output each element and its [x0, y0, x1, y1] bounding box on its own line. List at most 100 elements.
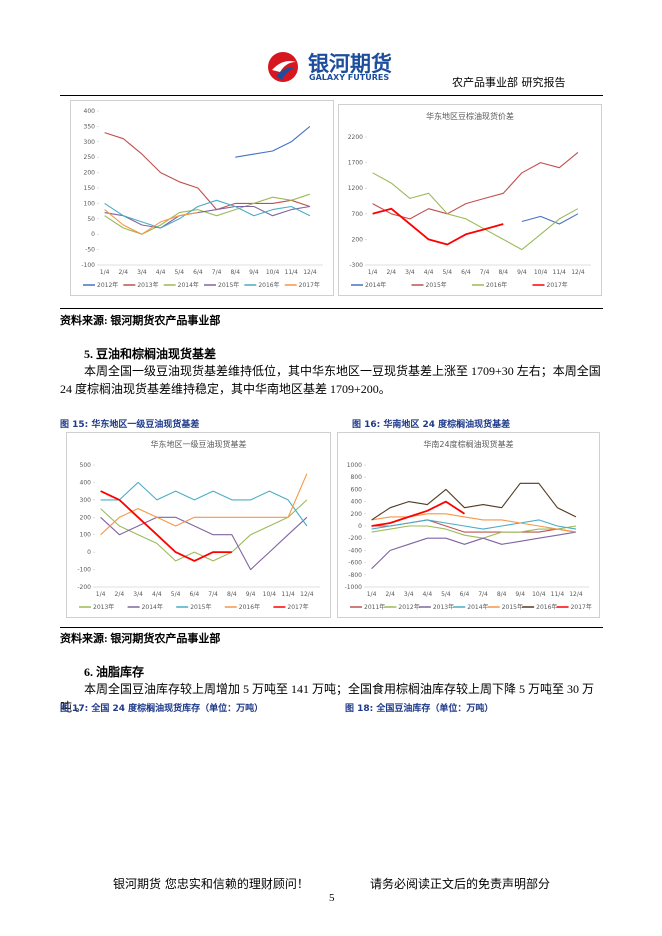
y-tick-label: 200	[84, 170, 96, 177]
legend-label: 2015年	[218, 281, 239, 289]
y-tick-label: 50	[87, 216, 95, 223]
x-tick-label: 5/4	[174, 269, 184, 276]
series-line	[521, 213, 579, 225]
x-tick-label: 11/4	[285, 269, 299, 276]
y-tick-label: -400	[348, 547, 362, 554]
legend-label: 2016年	[239, 603, 260, 611]
chart: 华东地区豆棕油现货价差 -300 200 700 1200 1700 2200 1/4 2/4 3…	[338, 104, 602, 296]
legend-label: 2012年	[398, 603, 419, 611]
y-tick-label: 0	[358, 523, 362, 530]
figure-caption: 图 17: 全国 24 度棕榈油现货库存（单位：万吨）	[60, 704, 264, 714]
series-line	[371, 482, 577, 521]
x-tick-label: 4/4	[152, 591, 162, 598]
x-tick-label: 6/4	[461, 269, 471, 276]
x-tick-label: 7/4	[478, 591, 488, 598]
figure-caption: 图 18: 全国豆油库存（单位：万吨）	[345, 704, 494, 714]
series-line	[371, 500, 465, 527]
x-tick-label: 10/4	[534, 269, 548, 276]
x-tick-label: 7/4	[480, 269, 490, 276]
x-tick-label: 3/4	[137, 269, 147, 276]
legend-label: 2012年	[97, 281, 118, 289]
legend-label: 2014年	[178, 281, 199, 289]
x-tick-label: 8/4	[497, 591, 507, 598]
paragraph: 本周全国豆油库存较上周增加 5 万吨至 141 万吨；全国食用棕榈油库存较上周下…	[60, 682, 595, 714]
x-tick-label: 1/4	[368, 269, 378, 276]
legend-label: 2013年	[433, 603, 454, 611]
legend-label: 2015年	[426, 281, 447, 289]
y-tick-label: 350	[84, 123, 96, 130]
x-tick-label: 10/4	[266, 269, 280, 276]
legend-label: 2011年	[364, 603, 385, 611]
legend-label: 2013年	[137, 281, 158, 289]
series-line	[372, 207, 504, 246]
x-tick-label: 7/4	[212, 269, 222, 276]
y-tick-label: 200	[352, 236, 364, 243]
series-line	[371, 531, 577, 570]
y-tick-label: 1000	[347, 462, 362, 469]
y-tick-label: -200	[348, 535, 362, 542]
chart-title: 华东地区豆棕油现货价差	[426, 111, 514, 121]
x-tick-label: 11/4	[551, 591, 565, 598]
chart-title: 华东地区一级豆油现货基差	[151, 439, 247, 449]
legend-label: 2016年	[486, 281, 507, 289]
chart: 华东地区一级豆油现货基差 -200 -100 0 100 200 300 400 500 1/4 2…	[66, 432, 331, 618]
series-line	[371, 519, 577, 530]
legend-label: 2017年	[287, 603, 308, 611]
x-tick-label: 1/4	[367, 591, 377, 598]
series-line	[100, 481, 308, 527]
figure-caption: 图 16: 华南地区 24 度棕榈油现货基差	[352, 420, 511, 430]
footer-left: 银河期货 您忠实和信赖的理财顾问！	[113, 877, 309, 891]
y-tick-label: 250	[84, 154, 96, 161]
series-line	[104, 132, 311, 211]
y-tick-label: 800	[351, 474, 363, 481]
y-tick-label: 150	[84, 185, 96, 192]
legend-label: 2016年	[258, 281, 279, 289]
logo-icon	[268, 52, 298, 82]
y-tick-label: 1200	[348, 185, 363, 192]
legend-label: 2015年	[502, 603, 523, 611]
series-line	[100, 516, 308, 571]
x-tick-label: 12/4	[303, 269, 317, 276]
x-tick-label: 2/4	[115, 591, 125, 598]
x-tick-label: 1/4	[100, 269, 110, 276]
series-line	[104, 193, 311, 235]
chart-title: 华南24度棕榈油现货基差	[423, 439, 513, 449]
x-tick-label: 1/4	[96, 591, 106, 598]
y-tick-label: 0	[91, 231, 95, 238]
footer-right: 请务必阅读正文后的免责声明部分	[370, 877, 551, 891]
legend-label: 2013年	[93, 603, 114, 611]
header-rule	[60, 95, 603, 96]
x-tick-label: 3/4	[405, 269, 415, 276]
legend-label: 2016年	[536, 603, 557, 611]
x-tick-label: 6/4	[460, 591, 470, 598]
x-tick-label: 8/4	[498, 269, 508, 276]
section-heading: 5. 豆油和棕榈油现货基差	[84, 347, 217, 361]
x-tick-label: 11/4	[281, 591, 295, 598]
x-tick-label: 10/4	[532, 591, 546, 598]
source: 资料来源: 银河期货农产品事业部	[60, 315, 221, 327]
y-tick-label: 500	[80, 462, 92, 469]
y-tick-label: 100	[80, 532, 92, 539]
y-tick-label: 200	[80, 514, 92, 521]
x-tick-label: 10/4	[263, 591, 277, 598]
y-tick-label: 400	[351, 499, 363, 506]
x-tick-label: 9/4	[515, 591, 525, 598]
y-tick-label: 300	[84, 139, 96, 146]
legend-label: 2014年	[142, 603, 163, 611]
y-tick-label: 700	[352, 211, 364, 218]
x-tick-label: 12/4	[571, 269, 585, 276]
paragraph: 本周全国一级豆油现货基差维持低位，其中华东地区一豆现货基差上涨至 1709+30…	[60, 364, 601, 396]
y-tick-label: -300	[349, 262, 363, 269]
x-tick-label: 2/4	[385, 591, 395, 598]
x-tick-label: 4/4	[422, 591, 432, 598]
series-line	[104, 205, 310, 229]
rule	[60, 308, 603, 309]
y-tick-label: -800	[348, 572, 362, 579]
series-line	[104, 209, 198, 235]
series-line	[104, 199, 311, 229]
y-tick-label: 300	[80, 497, 92, 504]
x-tick-label: 5/4	[441, 591, 451, 598]
x-tick-label: 9/4	[249, 269, 259, 276]
series-line	[371, 513, 577, 533]
